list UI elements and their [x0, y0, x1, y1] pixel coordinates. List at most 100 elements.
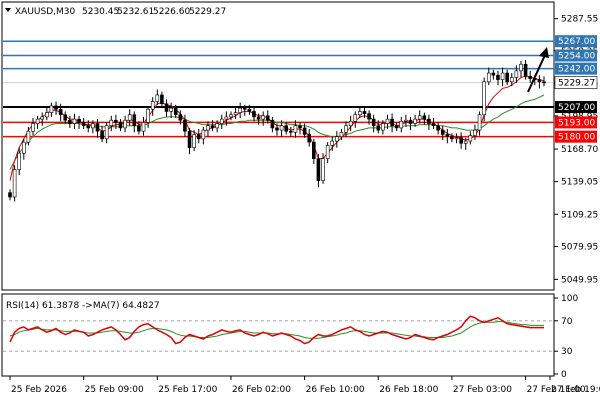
- chart-header: XAUUSD,M30 5230.45 5232.61 5226.60 5229.…: [5, 7, 226, 17]
- candle-body: [367, 113, 371, 120]
- arrow-head-icon: [539, 47, 549, 58]
- candle: [12, 165, 17, 202]
- candle-body: [77, 118, 81, 123]
- level-labels: 5267.00 5254.00 5242.00 5207.00 5193.00 5180.…: [554, 35, 598, 143]
- candle-body: [463, 140, 468, 144]
- candle-body: [491, 72, 496, 76]
- candle-body: [344, 125, 348, 133]
- candle: [8, 189, 12, 201]
- forecast-arrow: [527, 47, 549, 93]
- candle-body: [450, 136, 454, 140]
- candle: [187, 127, 192, 155]
- candle: [265, 110, 270, 124]
- candle: [77, 115, 81, 129]
- candle: [275, 123, 279, 136]
- candle: [348, 115, 353, 132]
- time-tick-label: 25 Feb 09:00: [85, 385, 144, 395]
- candle-body: [289, 130, 293, 133]
- candle-body: [68, 119, 72, 124]
- candle-body: [210, 125, 215, 129]
- candle: [95, 119, 100, 138]
- time-tick-label: 26 Feb 02:00: [232, 385, 291, 395]
- candle: [371, 114, 376, 133]
- candle: [523, 59, 528, 80]
- candle-body: [104, 125, 109, 140]
- candle: [339, 128, 344, 140]
- candle-body: [49, 105, 54, 113]
- candle: [160, 91, 164, 109]
- candle: [440, 125, 445, 140]
- level-label: 5242.00: [558, 65, 595, 75]
- candle: [482, 77, 486, 122]
- candle: [427, 114, 431, 131]
- candle-body: [436, 125, 440, 131]
- candle: [17, 147, 22, 176]
- candle: [514, 65, 519, 83]
- candle: [445, 128, 450, 144]
- candle-body: [284, 125, 289, 132]
- candle: [224, 111, 229, 126]
- level-badge: [555, 49, 597, 62]
- candle-body: [279, 125, 284, 131]
- candle: [436, 122, 440, 135]
- candle: [252, 105, 256, 122]
- candle-body: [40, 116, 45, 120]
- level-badge: [555, 101, 597, 114]
- candle-body: [325, 145, 330, 159]
- level-badge: [555, 130, 597, 143]
- candle: [123, 115, 127, 133]
- candle: [45, 107, 49, 121]
- candle-body: [417, 115, 422, 120]
- candle: [358, 107, 362, 119]
- candle: [473, 124, 477, 140]
- candle: [537, 75, 542, 89]
- candle: [316, 154, 321, 188]
- candle: [312, 138, 316, 165]
- candle: [344, 121, 348, 137]
- candle: [321, 153, 325, 184]
- candle: [459, 132, 463, 149]
- candle-body: [422, 115, 427, 120]
- current-price-badge: [554, 76, 598, 89]
- candle-body: [293, 125, 298, 133]
- candle-body: [72, 118, 77, 124]
- candle: [302, 123, 307, 138]
- candle-body: [219, 118, 224, 124]
- candle: [463, 137, 468, 150]
- level-label: 5180.00: [558, 133, 595, 143]
- candle: [54, 101, 58, 115]
- candle: [500, 67, 505, 87]
- candle-body: [312, 141, 316, 159]
- candle-body: [150, 101, 155, 110]
- candle-body: [206, 125, 210, 131]
- candle: [477, 111, 482, 136]
- candle-body: [8, 192, 12, 198]
- candle-body: [17, 152, 22, 170]
- candle: [150, 97, 155, 116]
- candle-body: [509, 77, 514, 83]
- candle-body: [196, 134, 201, 140]
- ohlc-open: 5230.45: [82, 7, 119, 17]
- candle: [81, 118, 86, 129]
- candle: [325, 142, 330, 164]
- candle: [353, 111, 358, 128]
- level-label: 5193.00: [558, 118, 595, 128]
- candle-body: [81, 122, 86, 127]
- candle: [413, 114, 417, 127]
- dropdown-triangle-icon[interactable]: [5, 8, 11, 12]
- candle-body: [252, 111, 256, 118]
- candle-body: [54, 105, 58, 110]
- candle-body: [542, 81, 546, 84]
- candle-body: [146, 108, 150, 123]
- candle-body: [169, 107, 173, 112]
- level-label: 5267.00: [558, 37, 595, 47]
- rsi-lines: [3, 315, 554, 352]
- candle-body: [302, 127, 307, 135]
- candle: [422, 112, 427, 125]
- candle-body: [358, 111, 362, 116]
- level-badge: [555, 116, 597, 129]
- candle: [293, 120, 298, 138]
- candle-body: [58, 108, 63, 116]
- candle: [509, 73, 514, 87]
- time-tick-label: 27 Feb 11:00: [527, 385, 586, 395]
